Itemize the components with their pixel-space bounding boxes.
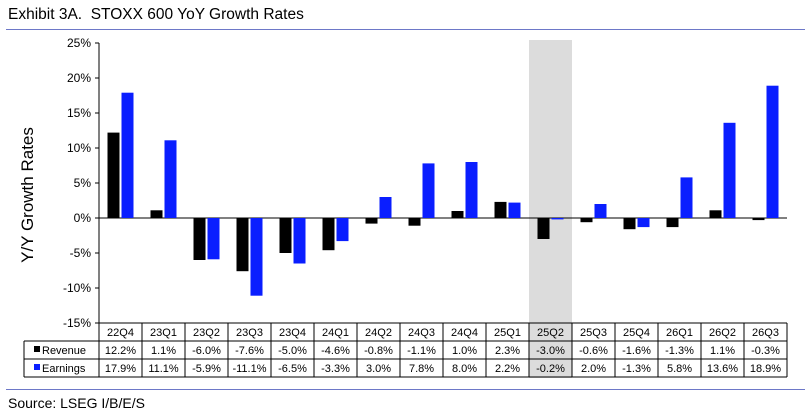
y-tick-label-1: 20% (67, 71, 91, 85)
category-label-26Q3: 26Q3 (752, 327, 779, 339)
category-label-24Q4: 24Q4 (451, 327, 478, 339)
revenue-value-24Q3: -1.1% (407, 345, 436, 357)
revenue-value-25Q2: -3.0% (536, 345, 565, 357)
earnings-value-24Q2: 3.0% (366, 363, 391, 375)
y-tick-label-8: -15% (63, 316, 91, 330)
revenue-bar-25Q3 (580, 218, 593, 223)
revenue-value-25Q1: 2.3% (495, 345, 520, 357)
revenue-value-26Q2: 1.1% (710, 345, 735, 357)
earnings-value-23Q1: 11.1% (148, 363, 179, 375)
y-tick-label-7: -10% (63, 281, 91, 295)
category-label-23Q4: 23Q4 (279, 327, 306, 339)
revenue-value-26Q3: -0.3% (751, 345, 780, 357)
earnings-value-25Q3: 2.0% (581, 363, 606, 375)
revenue-bar-26Q2 (709, 210, 722, 218)
revenue-value-23Q3: -7.6% (235, 345, 264, 357)
earnings-bar-24Q3 (422, 163, 435, 218)
revenue-bar-26Q3 (752, 218, 765, 221)
category-label-24Q2: 24Q2 (365, 327, 392, 339)
earnings-value-26Q2: 13.6% (707, 363, 738, 375)
earnings-value-25Q2: -0.2% (536, 363, 565, 375)
revenue-value-25Q3: -0.6% (579, 345, 608, 357)
category-label-26Q1: 26Q1 (666, 327, 693, 339)
category-label-24Q3: 24Q3 (408, 327, 435, 339)
earnings-value-24Q1: -3.3% (321, 363, 350, 375)
category-label-24Q1: 24Q1 (322, 327, 349, 339)
earnings-bar-25Q4 (637, 218, 650, 228)
earnings-bar-23Q3 (250, 218, 263, 296)
earnings-bar-23Q1 (164, 140, 177, 218)
chart-title: Exhibit 3A. STOXX 600 YoY Growth Rates (8, 6, 304, 23)
revenue-bar-23Q1 (150, 210, 163, 218)
earnings-bar-25Q2 (551, 218, 564, 220)
earnings-value-26Q1: 5.8% (667, 363, 692, 375)
earnings-value-23Q3: -11.1% (232, 363, 266, 375)
revenue-value-24Q2: -0.8% (364, 345, 393, 357)
revenue-bar-22Q4 (107, 132, 120, 218)
revenue-bar-24Q3 (408, 218, 421, 226)
earnings-value-23Q2: -5.9% (192, 363, 221, 375)
revenue-bar-23Q4 (279, 218, 292, 253)
source-divider (6, 389, 805, 390)
earnings-legend-key (34, 364, 40, 370)
earnings-bar-23Q4 (293, 218, 306, 264)
earnings-value-26Q3: 18.9% (750, 363, 781, 375)
revenue-value-24Q4: 1.0% (452, 345, 477, 357)
revenue-bar-23Q2 (193, 218, 206, 260)
y-tick-label-4: 5% (74, 176, 92, 190)
revenue-value-26Q1: -1.3% (665, 345, 694, 357)
earnings-bar-24Q4 (465, 162, 478, 218)
revenue-value-22Q4: 12.2% (105, 345, 136, 357)
earnings-bar-24Q2 (379, 197, 392, 218)
y-tick-label-6: -5% (70, 246, 92, 260)
category-label-23Q3: 23Q3 (236, 327, 263, 339)
category-label-23Q1: 23Q1 (150, 327, 177, 339)
earnings-bar-26Q3 (766, 85, 779, 218)
y-tick-label-2: 15% (67, 106, 91, 120)
earnings-value-24Q3: 7.8% (409, 363, 434, 375)
earnings-bar-26Q1 (680, 177, 693, 218)
earnings-value-25Q1: 2.2% (495, 363, 520, 375)
revenue-bar-24Q2 (365, 218, 378, 224)
earnings-value-23Q4: -6.5% (278, 363, 307, 375)
earnings-bar-24Q1 (336, 218, 349, 242)
category-label-25Q1: 25Q1 (494, 327, 521, 339)
revenue-bar-23Q3 (236, 218, 249, 272)
category-label-23Q2: 23Q2 (193, 327, 220, 339)
earnings-bar-23Q2 (207, 218, 220, 260)
revenue-legend-label: Revenue (42, 345, 86, 357)
category-label-25Q4: 25Q4 (623, 327, 650, 339)
revenue-legend-key (34, 346, 40, 352)
earnings-bar-26Q2 (723, 122, 736, 218)
category-label-25Q3: 25Q3 (580, 327, 607, 339)
revenue-bar-25Q1 (494, 201, 507, 218)
revenue-value-24Q1: -4.6% (321, 345, 350, 357)
revenue-value-23Q1: 1.1% (151, 345, 176, 357)
category-label-25Q2: 25Q2 (537, 327, 564, 339)
revenue-bar-25Q4 (623, 218, 636, 230)
revenue-value-25Q4: -1.6% (622, 345, 651, 357)
earnings-value-25Q4: -1.3% (622, 363, 651, 375)
revenue-bar-24Q1 (322, 218, 335, 251)
highlight-band-25Q2 (529, 40, 572, 378)
earnings-value-24Q4: 8.0% (452, 363, 477, 375)
earnings-legend-label: Earnings (42, 363, 86, 375)
revenue-bar-24Q4 (451, 211, 464, 218)
earnings-bar-25Q1 (508, 202, 521, 218)
y-tick-label-5: 0% (74, 211, 92, 225)
source-note: Source: LSEG I/B/E/S (8, 395, 145, 411)
revenue-value-23Q4: -5.0% (278, 345, 307, 357)
revenue-bar-26Q1 (666, 218, 679, 228)
revenue-value-23Q2: -6.0% (192, 345, 221, 357)
earnings-bar-25Q3 (594, 204, 607, 218)
y-tick-label-3: 10% (67, 141, 91, 155)
category-label-26Q2: 26Q2 (709, 327, 736, 339)
category-label-22Q4: 22Q4 (107, 327, 134, 339)
y-tick-label-0: 25% (67, 36, 91, 50)
title-divider (6, 29, 805, 30)
earnings-bar-22Q4 (121, 92, 134, 218)
revenue-bar-25Q2 (537, 218, 550, 239)
earnings-value-22Q4: 17.9% (105, 363, 136, 375)
